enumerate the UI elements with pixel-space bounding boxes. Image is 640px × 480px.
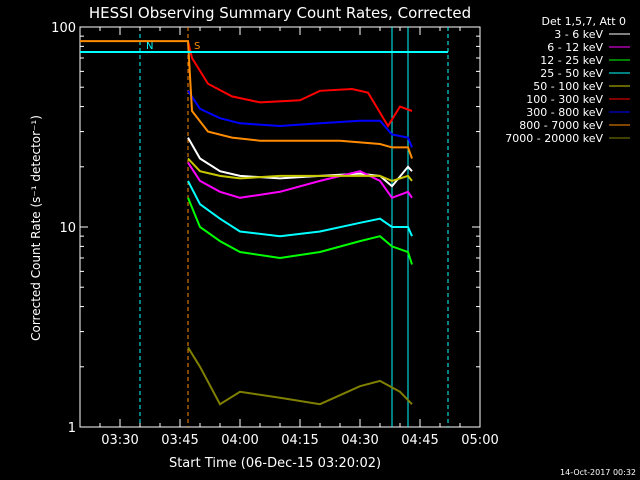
x-axis-ticks: 03:30 03:45 04:00 04:15 04:30 04:45 05:00 bbox=[79, 27, 499, 448]
legend-header: Det 1,5,7, Att 0 bbox=[542, 15, 626, 28]
marker-label: S bbox=[194, 41, 200, 52]
series-line bbox=[187, 90, 413, 148]
y-tick-label: 1 bbox=[68, 421, 76, 436]
legend-label: 6 - 12 keV bbox=[547, 41, 603, 54]
legend-label: 300 - 800 keV bbox=[526, 106, 603, 119]
footer-timestamp: 14-Oct-2017 00:32 bbox=[560, 468, 636, 477]
x-tick-label: 04:15 bbox=[281, 433, 318, 448]
legend-label: 3 - 6 keV bbox=[554, 28, 603, 41]
legend-label: 7000 - 20000 keV bbox=[505, 132, 603, 145]
series-line bbox=[187, 40, 413, 128]
series-group bbox=[80, 40, 448, 406]
y-axis-ticks: 1 10 100 bbox=[51, 21, 480, 436]
y-tick-label: 10 bbox=[59, 221, 76, 236]
series-line bbox=[187, 157, 413, 182]
legend-label: 25 - 50 keV bbox=[540, 67, 603, 80]
series-line bbox=[80, 40, 413, 159]
y-axis-label: Corrected Count Rate (s⁻¹ detector⁻¹) bbox=[29, 115, 43, 341]
x-tick-label: 03:30 bbox=[101, 433, 138, 448]
x-tick-label: 04:00 bbox=[221, 433, 258, 448]
x-tick-label: 04:45 bbox=[401, 433, 438, 448]
series-line bbox=[187, 180, 413, 238]
chart-title: HESSI Observing Summary Count Rates, Cor… bbox=[89, 4, 471, 22]
legend-label: 50 - 100 keV bbox=[533, 80, 603, 93]
marker-label: N bbox=[146, 41, 153, 52]
legend-label: 12 - 25 keV bbox=[540, 54, 603, 67]
x-tick-label: 04:30 bbox=[341, 433, 378, 448]
x-tick-label: 05:00 bbox=[461, 433, 498, 448]
legend-label: 100 - 300 keV bbox=[526, 93, 603, 106]
x-axis-label: Start Time (06-Dec-15 03:20:02) bbox=[169, 456, 381, 471]
series-line bbox=[187, 197, 413, 265]
series-line bbox=[187, 346, 413, 406]
legend-label: 800 - 7000 keV bbox=[519, 119, 603, 132]
x-tick-label: 03:45 bbox=[161, 433, 198, 448]
series-line bbox=[187, 162, 413, 200]
y-tick-label: 100 bbox=[51, 21, 76, 36]
